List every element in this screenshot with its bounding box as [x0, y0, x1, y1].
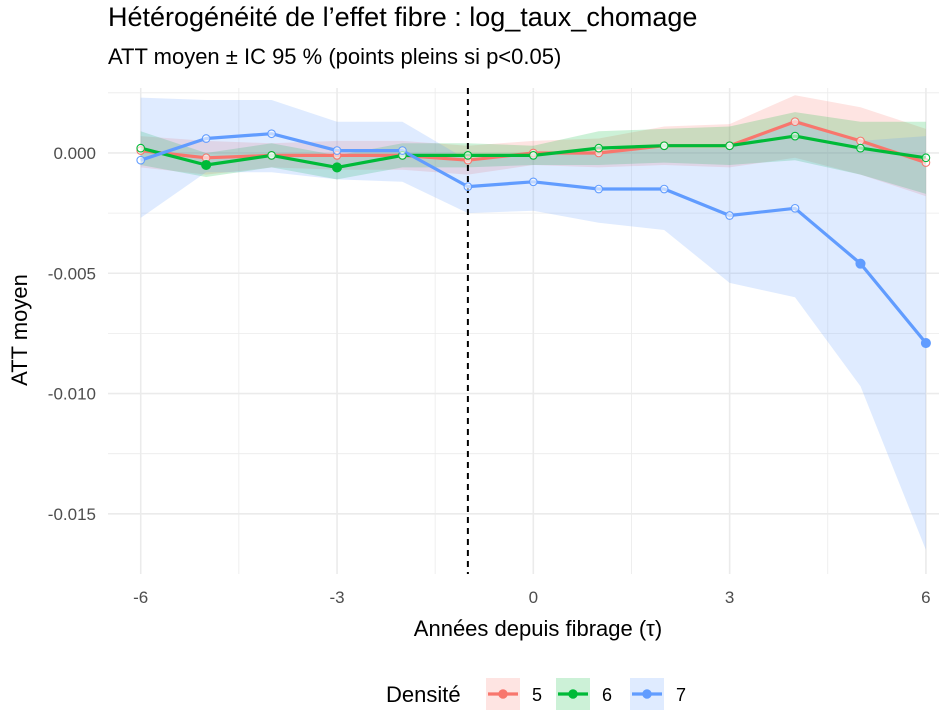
grid-layer — [108, 88, 939, 574]
data-point-7 — [659, 184, 669, 194]
legend-label-5: 5 — [532, 685, 542, 705]
data-point-7 — [594, 184, 604, 194]
data-point-6 — [921, 153, 931, 163]
legend-key-point-7 — [642, 689, 652, 699]
chart-title: Hétérogénéité de l’effet fibre : log_tau… — [108, 2, 698, 32]
data-point-5 — [856, 136, 865, 146]
legend-key-point-6 — [568, 689, 578, 699]
data-point-6 — [856, 143, 865, 153]
data-point-6 — [331, 162, 343, 173]
x-tick-label: 0 — [529, 588, 538, 607]
legend-title: Densité — [386, 682, 461, 707]
ci-ribbon-7 — [140, 97, 926, 550]
x-tick-label: 6 — [921, 588, 930, 607]
x-tick-label: -6 — [133, 588, 148, 607]
data-point-6 — [463, 151, 473, 160]
data-point-6 — [528, 151, 538, 160]
axis-labels: -6 -3 0 3 6 0.000 -0.005 -0.010 -0.015 — [48, 144, 931, 607]
series-points — [136, 117, 931, 349]
data-point-7 — [725, 211, 734, 220]
data-point-7 — [332, 146, 342, 155]
data-point-7 — [528, 177, 538, 187]
data-point-7 — [267, 129, 276, 139]
data-point-7 — [398, 146, 407, 155]
y-tick-label: 0.000 — [53, 144, 96, 163]
data-point-7 — [136, 155, 146, 165]
data-point-7 — [201, 134, 211, 143]
data-point-7 — [855, 258, 866, 269]
data-point-7 — [920, 337, 931, 349]
y-tick-label: -0.010 — [48, 385, 96, 404]
ci-ribbon-5 — [140, 95, 926, 197]
data-point-6 — [659, 141, 669, 151]
legend-key-point-5 — [498, 689, 508, 699]
x-tick-label: -3 — [329, 588, 344, 607]
data-point-6 — [201, 159, 212, 171]
y-axis-title: ATT moyen — [7, 274, 32, 386]
data-point-5 — [790, 117, 800, 127]
x-tick-label: 3 — [725, 588, 734, 607]
data-point-7 — [790, 203, 800, 213]
y-tick-label: -0.005 — [48, 264, 96, 283]
y-tick-label: -0.015 — [48, 505, 96, 524]
chart-subtitle: ATT moyen ± IC 95 % (points pleins si p<… — [108, 44, 562, 69]
data-point-6 — [136, 143, 146, 153]
data-point-6 — [267, 151, 276, 160]
legend: Densité 5 6 7 — [386, 678, 686, 710]
legend-label-6: 6 — [602, 685, 612, 705]
x-axis-title: Années depuis fibrage (τ) — [414, 616, 662, 641]
data-point-6 — [594, 143, 604, 153]
data-point-6 — [725, 141, 734, 151]
data-point-7 — [463, 182, 473, 191]
data-point-6 — [790, 131, 800, 141]
legend-label-7: 7 — [676, 685, 686, 705]
